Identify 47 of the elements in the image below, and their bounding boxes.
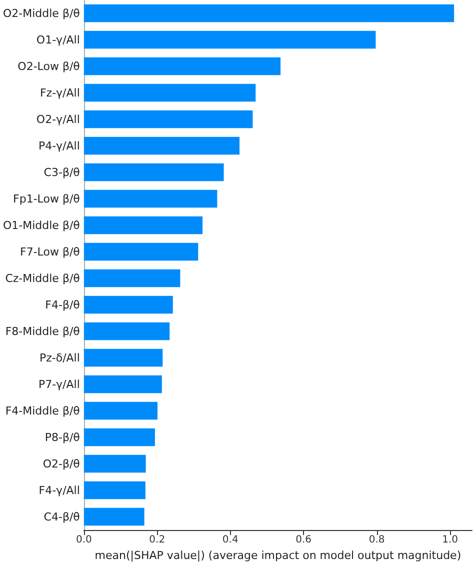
- bar: [84, 269, 180, 288]
- bar: [84, 454, 146, 473]
- x-tick-label: 0.8: [368, 534, 385, 546]
- x-tick-label: 0.6: [296, 534, 312, 546]
- x-axis-title: mean(|SHAP value|) (average impact on model output magnitude): [94, 549, 462, 562]
- y-tick-label: O1-γ/All: [36, 33, 80, 46]
- bar: [84, 296, 173, 314]
- bar: [84, 348, 163, 367]
- y-tick-label: F4-γ/All: [38, 484, 80, 497]
- bar: [84, 4, 454, 22]
- y-tick-label: Fp1-Low β/θ: [13, 192, 80, 206]
- y-tick-label: O2-β/θ: [42, 457, 80, 470]
- y-tick-label: O1-Middle β/θ: [2, 218, 80, 232]
- bar: [84, 242, 198, 261]
- y-tick-label: F8-Middle β/θ: [5, 324, 80, 338]
- y-tick-label: P4-γ/All: [38, 139, 80, 152]
- y-tick-label: Cz-Middle β/θ: [5, 272, 80, 285]
- bar: [84, 84, 256, 102]
- y-tick-label: O2-γ/All: [36, 112, 80, 126]
- y-tick-label: F4-Middle β/θ: [5, 404, 80, 418]
- y-tick-label: F7-Low β/θ: [20, 245, 80, 258]
- bar: [84, 481, 146, 500]
- bar: [84, 163, 224, 182]
- bar: [84, 136, 240, 155]
- bar: [84, 402, 158, 420]
- y-tick-label: P7-γ/All: [38, 378, 80, 391]
- y-tick-label: Pz-δ/All: [39, 351, 80, 364]
- bar: [84, 110, 253, 128]
- y-tick-label: Fz-γ/All: [40, 86, 80, 100]
- x-tick-label: 0.4: [222, 534, 238, 546]
- y-tick-label: O2-Low β/θ: [18, 60, 80, 73]
- y-tick-label: F4-β/θ: [45, 298, 80, 312]
- y-tick-label: O2-Middle β/θ: [2, 6, 80, 20]
- y-tick-label: C3-β/θ: [44, 166, 80, 179]
- x-tick-label: 1.0: [442, 534, 458, 546]
- bar: [84, 30, 376, 49]
- y-tick-label: C4-β/θ: [44, 510, 80, 524]
- bar: [84, 57, 281, 76]
- y-tick-label: P8-β/θ: [44, 430, 80, 444]
- x-tick-label: 0.0: [76, 534, 92, 546]
- x-tick-label: 0.2: [149, 534, 166, 546]
- bar: [84, 322, 170, 340]
- bar: [84, 508, 144, 526]
- bar: [84, 190, 218, 208]
- bar: [84, 216, 203, 234]
- bar: [84, 375, 162, 394]
- bar: [84, 428, 155, 446]
